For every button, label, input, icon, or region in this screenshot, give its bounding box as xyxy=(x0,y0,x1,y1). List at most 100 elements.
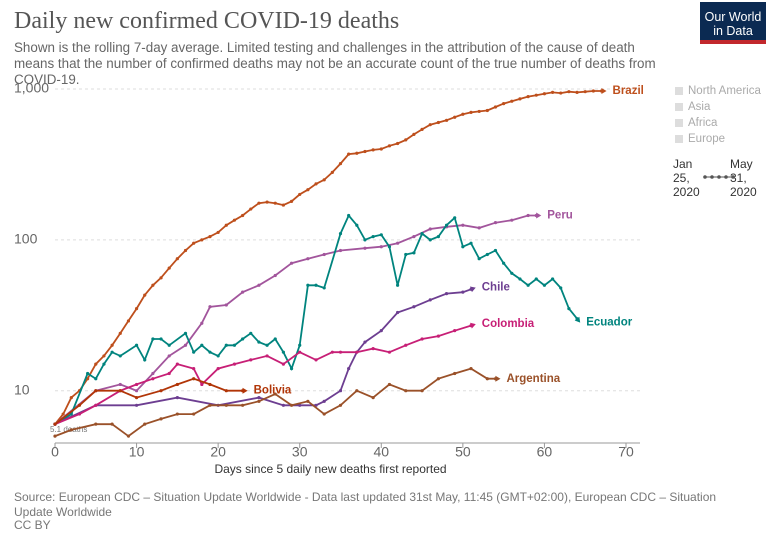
series-dot xyxy=(322,286,326,290)
series-dot xyxy=(143,422,147,426)
series-dot xyxy=(53,422,57,426)
series-dot xyxy=(167,354,171,358)
series-dot xyxy=(461,223,465,227)
series-dot xyxy=(200,321,204,325)
series-dot xyxy=(355,350,359,354)
legend-item[interactable]: Africa xyxy=(675,117,718,129)
series-dot xyxy=(175,257,179,261)
series-label: Ecuador xyxy=(586,317,633,329)
series-dot xyxy=(453,329,457,333)
chart-title: Daily new confirmed COVID-19 deaths xyxy=(14,8,400,34)
series-dot xyxy=(118,389,122,393)
series-line xyxy=(54,324,472,426)
series-dot xyxy=(567,90,571,94)
x-tick-label: 10 xyxy=(129,444,145,460)
series-dot xyxy=(559,286,563,290)
series-dot xyxy=(151,371,155,376)
series-dot xyxy=(502,261,506,265)
series-dot xyxy=(208,350,212,354)
series-dot xyxy=(404,138,408,142)
series-label: Chile xyxy=(482,282,510,294)
series-dot xyxy=(461,245,465,249)
series-dot xyxy=(363,149,367,154)
series-dot xyxy=(306,283,310,287)
y-tick-label: 100 xyxy=(14,231,38,247)
series-dot xyxy=(338,232,343,236)
logo[interactable]: Our World in Data xyxy=(700,2,766,44)
legend-label: Asia xyxy=(688,101,711,113)
series-dot xyxy=(314,283,318,287)
x-tick-label: 40 xyxy=(373,444,389,460)
series-dot xyxy=(216,367,220,371)
series-dot xyxy=(167,371,171,376)
series-dot xyxy=(379,147,383,151)
series-dot xyxy=(347,152,351,156)
series-dot xyxy=(175,362,179,366)
series-dot xyxy=(542,283,547,287)
series-dot xyxy=(94,422,98,426)
series-dot xyxy=(94,377,98,381)
legend-item[interactable]: North America xyxy=(675,85,761,97)
series-dot xyxy=(281,203,285,207)
series-dot xyxy=(167,343,171,347)
series-dot xyxy=(69,395,73,400)
x-axis-label: Days since 5 daily new deaths first repo… xyxy=(214,462,446,476)
legend-swatch xyxy=(675,119,683,127)
x-tick-label: 20 xyxy=(210,444,226,460)
series-dot xyxy=(232,362,237,366)
series-dot xyxy=(134,343,139,347)
series-dot xyxy=(273,337,277,341)
series-dot xyxy=(371,235,375,239)
series-dot xyxy=(428,238,432,242)
series-dot xyxy=(200,343,204,347)
series-dot xyxy=(249,358,253,362)
series-dot xyxy=(306,188,310,192)
series-dot xyxy=(428,227,432,231)
series-dot xyxy=(183,248,188,253)
arrowhead xyxy=(601,87,607,94)
series-dot xyxy=(387,382,392,387)
legend-item[interactable]: Asia xyxy=(675,101,711,113)
series-dot xyxy=(550,277,555,281)
x-tick-label: 70 xyxy=(618,444,634,460)
series-dot xyxy=(404,389,408,393)
legend-label: Europe xyxy=(688,133,725,145)
series-dot xyxy=(404,252,408,257)
series-dot xyxy=(110,422,114,426)
source-note: Source: European CDC – Situation Update … xyxy=(14,490,717,519)
series-dot xyxy=(428,298,432,302)
time-start[interactable]: Jan 25, 2020 xyxy=(673,157,700,199)
time-dot xyxy=(717,175,721,179)
y-tick-label: 1,000 xyxy=(14,80,49,96)
series-dot xyxy=(420,337,424,341)
series-dot xyxy=(298,192,302,197)
series-label: Bolivia xyxy=(254,385,292,397)
series-dot xyxy=(379,329,383,333)
legend-swatch xyxy=(675,135,683,143)
series-dot xyxy=(232,218,237,222)
series-dot xyxy=(102,354,106,358)
series-dot xyxy=(77,412,82,416)
series-dot xyxy=(241,403,245,407)
series-dot xyxy=(151,283,155,287)
series-dot xyxy=(118,331,122,335)
series-dot xyxy=(355,151,359,155)
license[interactable]: CC BY xyxy=(14,518,51,532)
series-label: Argentina xyxy=(506,373,560,385)
series-dot xyxy=(208,305,212,309)
series-dot xyxy=(338,248,343,253)
time-end[interactable]: May 31, 2020 xyxy=(730,157,757,199)
series-dot xyxy=(347,367,351,371)
series-dot xyxy=(322,412,326,416)
legend-item[interactable]: Europe xyxy=(675,133,725,145)
series-dot xyxy=(61,412,65,416)
series-dot xyxy=(461,290,465,294)
series-dot xyxy=(510,271,514,275)
series-dot xyxy=(314,182,318,186)
series-dot xyxy=(477,257,481,261)
series-dot xyxy=(241,337,245,341)
legend-label: North America xyxy=(688,85,761,97)
series-dot xyxy=(534,93,538,97)
series-dot xyxy=(485,108,489,113)
